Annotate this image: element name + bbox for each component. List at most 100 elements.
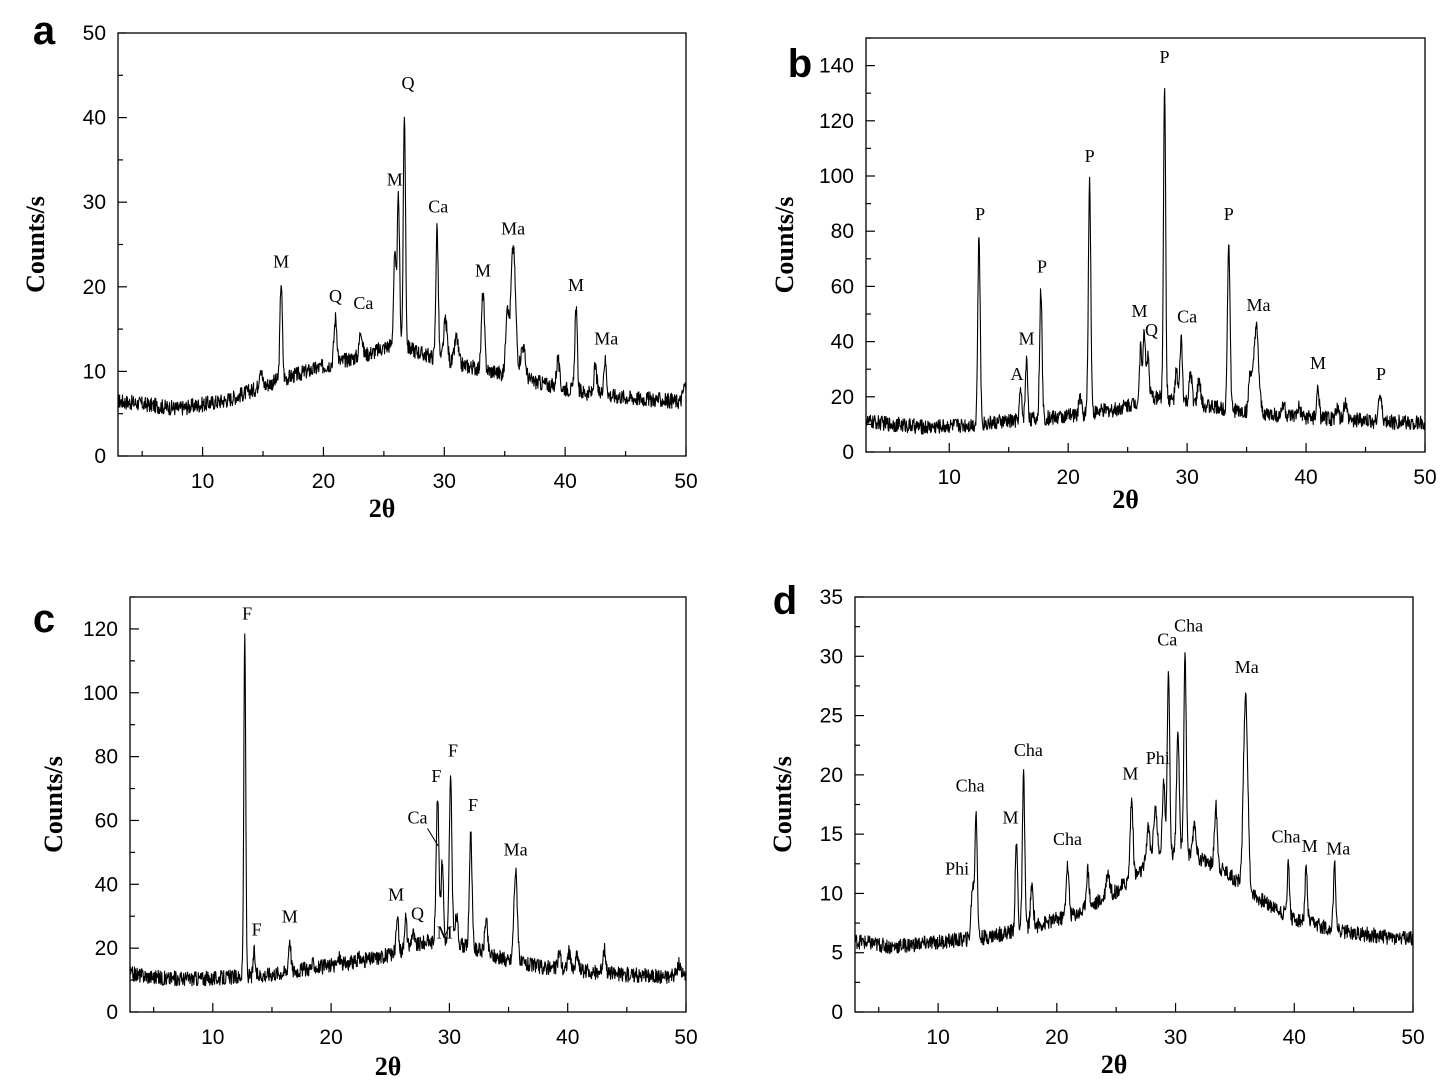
peak-label: P — [1224, 204, 1234, 224]
peak-label: Ca — [428, 196, 448, 216]
peak-label: M — [388, 884, 404, 904]
peak-label: Phi — [1146, 748, 1170, 768]
peak-label: P — [1376, 364, 1386, 384]
peak-label: Q — [1145, 320, 1158, 340]
panel-letter: b — [788, 42, 812, 86]
peak-label: Ma — [1326, 838, 1350, 858]
peak-label: M — [437, 923, 453, 943]
peak-label: M — [387, 169, 403, 189]
peak-label: M — [568, 275, 584, 295]
peak-label: Ca — [1157, 630, 1177, 650]
plot-frame — [865, 37, 1426, 453]
peak-label: Ma — [504, 840, 528, 860]
x-tick-label: 20 — [1057, 466, 1080, 489]
x-axis-title: 2θ — [1112, 485, 1139, 514]
panel-d: 10 20 30 40 50 0 5 10 15 20 25 30 35 2θ Counts/s d Phi Ch… — [768, 579, 1425, 1079]
y-tick-label: 0 — [94, 445, 106, 468]
peak-label: Phi — [945, 858, 969, 878]
x-tick-label: 40 — [1294, 466, 1317, 489]
peak-label: M — [1003, 807, 1019, 827]
panel-letter: d — [773, 579, 797, 623]
y-tick-label: 40 — [83, 107, 106, 130]
x-tick-label: 30 — [1175, 466, 1198, 489]
xrd-trace — [129, 633, 687, 987]
x-tick-label: 30 — [1164, 1026, 1187, 1049]
x-tick-label: 20 — [319, 1026, 342, 1049]
x-tick-label: 10 — [926, 1026, 949, 1049]
peak-label: Q — [329, 286, 342, 306]
peak-label: Ma — [1235, 657, 1259, 677]
peak-label: P — [1085, 146, 1095, 166]
panel-a: 10 20 30 40 50 0 10 20 30 40 50 2θ Counts/s a M Q Ca M Q Ca… — [21, 9, 698, 523]
x-tick-label: 30 — [438, 1026, 461, 1049]
y-tick-label: 10 — [820, 882, 843, 905]
x-tick-label: 50 — [674, 1026, 697, 1049]
x-tick-label: 40 — [553, 470, 576, 493]
peak-label: M — [475, 261, 491, 281]
x-tick-label: 10 — [201, 1026, 224, 1049]
x-tick-label: 50 — [1401, 1026, 1424, 1049]
peak-label: P — [1160, 47, 1170, 67]
x-tick-label: 20 — [312, 470, 335, 493]
x-tick-label: 10 — [191, 470, 214, 493]
peak-label: Ca — [353, 293, 373, 313]
peak-label: M — [273, 251, 289, 271]
xrd-trace — [865, 87, 1426, 435]
y-tick-label: 20 — [95, 937, 118, 960]
x-axis-title: 2θ — [375, 1052, 402, 1081]
y-tick-label: 0 — [842, 441, 854, 464]
peak-label: F — [431, 766, 441, 786]
peak-label: M — [1302, 836, 1318, 856]
x-tick-label: 20 — [1045, 1026, 1068, 1049]
y-tick-label: 10 — [83, 360, 106, 383]
y-axis-title: Counts/s — [770, 197, 799, 294]
y-tick-label: 60 — [831, 275, 854, 298]
y-tick-label: 30 — [83, 191, 106, 214]
peak-label: A — [1011, 364, 1024, 384]
x-tick-label: 50 — [674, 470, 697, 493]
peak-label: F — [468, 795, 478, 815]
y-tick-label: 40 — [95, 873, 118, 896]
peak-label: Cha — [1174, 615, 1203, 635]
panel-letter: a — [33, 9, 56, 53]
x-axis-title: 2θ — [1101, 1050, 1128, 1079]
peak-label: Ca — [407, 808, 427, 828]
y-tick-label: 100 — [819, 165, 854, 188]
y-tick-label: 35 — [820, 586, 843, 609]
y-tick-label: 20 — [83, 276, 106, 299]
peak-label: Cha — [1014, 740, 1043, 760]
y-axis-title: Counts/s — [768, 756, 797, 853]
xrd-trace — [854, 652, 1414, 954]
peak-label: Q — [411, 903, 424, 923]
peak-label: Cha — [956, 775, 985, 795]
y-axis-title: Counts/s — [21, 196, 50, 293]
peak-label: M — [1019, 328, 1035, 348]
peak-label: Cha — [1271, 826, 1300, 846]
x-tick-label: 50 — [1413, 466, 1436, 489]
x-tick-label: 40 — [1283, 1026, 1306, 1049]
peak-label: M — [1310, 353, 1326, 373]
y-tick-label: 20 — [820, 764, 843, 787]
peak-label: F — [252, 919, 262, 939]
y-tick-label: 0 — [106, 1001, 118, 1024]
x-tick-label: 30 — [433, 470, 456, 493]
y-tick-label: 100 — [83, 682, 118, 705]
x-tick-label: 40 — [556, 1026, 579, 1049]
peak-label: F — [242, 603, 252, 623]
y-tick-label: 0 — [831, 1001, 843, 1024]
y-axis-title: Counts/s — [39, 756, 68, 853]
y-tick-label: 25 — [820, 705, 843, 728]
y-tick-label: 30 — [820, 645, 843, 668]
plot-frame — [854, 596, 1414, 1013]
y-tick-label: 80 — [831, 220, 854, 243]
y-tick-label: 40 — [831, 331, 854, 354]
y-tick-label: 120 — [83, 618, 118, 641]
peak-label: M — [1132, 301, 1148, 321]
peak-label: Cha — [1053, 829, 1082, 849]
peak-label: Ca — [1177, 306, 1197, 326]
y-tick-label: 50 — [83, 22, 106, 45]
peak-label: F — [448, 741, 458, 761]
y-tick-label: 140 — [819, 55, 854, 78]
peak-label: M — [1122, 764, 1138, 784]
